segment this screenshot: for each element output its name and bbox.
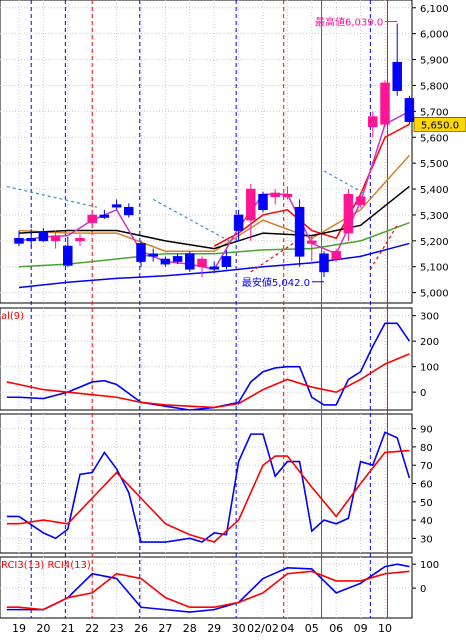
moving-average-line bbox=[18, 222, 410, 268]
x-tick-label: 06 bbox=[329, 622, 343, 635]
x-tick-label: 22 bbox=[85, 622, 99, 635]
candle-body bbox=[270, 192, 280, 198]
y-tick-label: 30 bbox=[420, 534, 433, 545]
x-tick-label: 29 bbox=[207, 622, 221, 635]
candle-body bbox=[99, 214, 110, 218]
candle-body bbox=[209, 266, 219, 270]
y-tick-label: 0 bbox=[420, 584, 426, 595]
y-tick-label: 5,300 bbox=[420, 211, 449, 222]
y-tick-label: 6,000 bbox=[420, 30, 449, 41]
candle-body bbox=[197, 258, 207, 267]
y-tick-label: 70 bbox=[420, 461, 433, 472]
x-tick-label: 02/02 bbox=[247, 622, 279, 635]
indicator-label-sub1: al(9) bbox=[1, 311, 24, 322]
candle-body bbox=[233, 214, 244, 231]
candle-body bbox=[172, 256, 183, 262]
candle-body bbox=[331, 250, 341, 260]
y-tick-label: 5,200 bbox=[420, 237, 449, 248]
y-tick-label: 5,700 bbox=[420, 107, 449, 118]
y-tick-label: 100 bbox=[420, 363, 439, 374]
pane-frame-sub2 bbox=[0, 413, 413, 554]
indicator-line-sub2 bbox=[6, 431, 411, 543]
x-tick-label: 23 bbox=[110, 622, 124, 635]
x-tick-label: 26 bbox=[134, 622, 148, 635]
y-tick-label: 60 bbox=[420, 480, 433, 491]
x-tick-label: 04 bbox=[280, 622, 294, 635]
indicator-line-sub1 bbox=[6, 353, 410, 409]
candle-body bbox=[185, 253, 195, 270]
y-tick-label: 90 bbox=[420, 425, 433, 436]
y-tick-label: 0 bbox=[420, 388, 426, 399]
pane-frame-sub1 bbox=[0, 307, 413, 411]
y-tick-label: 100 bbox=[420, 560, 439, 571]
x-tick-label: 27 bbox=[158, 622, 172, 635]
y-tick-label: 5,600 bbox=[420, 133, 449, 144]
candle-body bbox=[50, 235, 61, 242]
x-tick-label: 09 bbox=[354, 622, 368, 635]
indicator-line-sub3 bbox=[6, 570, 410, 611]
candle-body bbox=[26, 238, 36, 242]
candle-body bbox=[14, 238, 24, 244]
y-tick-label: 5,500 bbox=[420, 159, 449, 170]
candle-body bbox=[246, 188, 256, 221]
trend-line bbox=[152, 198, 230, 242]
candle-body bbox=[111, 204, 122, 208]
y-tick-label: 5,900 bbox=[420, 56, 449, 67]
candle-body bbox=[258, 193, 268, 211]
y-tick-label: 5,000 bbox=[420, 289, 449, 300]
candle-body bbox=[148, 253, 158, 257]
candle-body bbox=[221, 256, 232, 267]
x-tick-label: 10 bbox=[378, 622, 392, 635]
x-tick-label: 30 bbox=[232, 622, 246, 635]
x-tick-label: 21 bbox=[61, 622, 75, 635]
candle-body bbox=[307, 240, 317, 244]
candle-body bbox=[136, 243, 146, 262]
moving-average-line bbox=[213, 123, 410, 247]
low-price-label: 最安値5,042.0 bbox=[242, 276, 310, 289]
trend-line bbox=[323, 170, 366, 195]
y-tick-label: 50 bbox=[420, 498, 433, 509]
last-price-box bbox=[413, 117, 466, 132]
candle-body bbox=[38, 231, 49, 242]
indicator-line-sub1 bbox=[6, 322, 411, 411]
candle-body bbox=[63, 245, 73, 266]
y-tick-label: 5,800 bbox=[420, 81, 449, 92]
y-tick-label: 6,100 bbox=[420, 4, 449, 15]
y-tick-label: 300 bbox=[420, 312, 439, 323]
y-tick-label: 5,400 bbox=[420, 185, 449, 196]
indicator-label-sub3: RCI3(13) RCI4(13) bbox=[1, 560, 91, 571]
x-tick-label: 05 bbox=[305, 622, 319, 635]
x-tick-label: 20 bbox=[36, 622, 50, 635]
candle-body bbox=[282, 193, 293, 198]
y-tick-label: 200 bbox=[420, 337, 439, 348]
candle-body bbox=[87, 214, 97, 223]
x-tick-label: 28 bbox=[183, 622, 197, 635]
candle-body bbox=[124, 206, 134, 216]
candle-body bbox=[392, 61, 402, 91]
candle-body bbox=[160, 258, 171, 265]
indicator-line-sub2 bbox=[6, 449, 410, 543]
candle-body bbox=[75, 238, 85, 242]
candle-body bbox=[343, 193, 354, 234]
last-price-label: 5,650.0 bbox=[421, 120, 459, 131]
candle-body bbox=[319, 253, 329, 273]
y-tick-label: 80 bbox=[420, 443, 433, 454]
candle-body bbox=[368, 116, 378, 128]
candle-body bbox=[294, 206, 305, 257]
trend-line bbox=[369, 224, 398, 270]
y-tick-label: 40 bbox=[420, 516, 433, 527]
candle-body bbox=[404, 98, 415, 122]
candle-body bbox=[380, 82, 390, 125]
x-tick-label: 19 bbox=[12, 622, 26, 635]
y-tick-label: 5,100 bbox=[420, 263, 449, 274]
candle-body bbox=[355, 196, 366, 205]
high-price-label: 最高値6,039.0 bbox=[315, 16, 383, 29]
